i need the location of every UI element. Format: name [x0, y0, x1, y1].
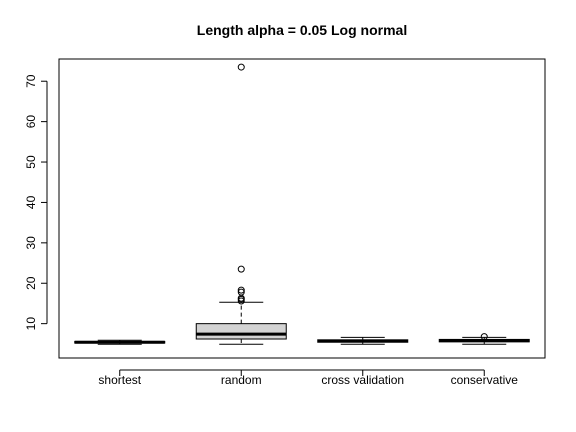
chart-title: Length alpha = 0.05 Log normal	[197, 22, 407, 38]
x-tick-label: random	[221, 373, 262, 387]
y-tick-label: 20	[24, 276, 38, 290]
box-cross-validation	[317, 336, 409, 345]
box-iqr	[195, 323, 287, 340]
y-tick-label: 70	[24, 74, 38, 88]
y-tick-label: 10	[24, 317, 38, 331]
outlier-point	[237, 63, 245, 71]
y-tick-label: 50	[24, 155, 38, 169]
outlier-point	[480, 333, 488, 341]
x-tick-label: cross validation	[321, 373, 404, 387]
outlier-point	[237, 265, 245, 273]
y-tick-label: 60	[24, 115, 38, 129]
boxes-group	[74, 63, 530, 345]
box-shortest	[74, 339, 166, 345]
outlier-point	[237, 286, 245, 294]
y-axis: 10 20 30 40 50 60 70	[24, 74, 48, 331]
plot-frame	[58, 58, 546, 359]
x-tick-label: shortest	[98, 373, 141, 387]
box-random	[195, 63, 287, 345]
x-axis: shortest random cross validation conservati…	[98, 369, 519, 387]
box-conservative	[438, 333, 530, 345]
outlier-point	[237, 288, 245, 296]
x-tick-label: conservative	[451, 373, 519, 387]
y-tick-label: 40	[24, 195, 38, 209]
y-tick-label: 30	[24, 236, 38, 250]
